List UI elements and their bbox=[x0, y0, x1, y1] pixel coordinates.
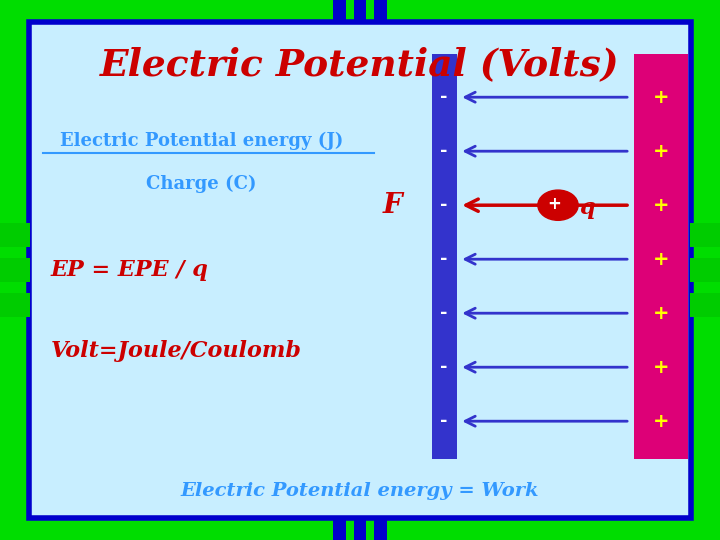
Text: Charge (C): Charge (C) bbox=[146, 174, 257, 193]
Text: q: q bbox=[579, 197, 595, 219]
Text: +: + bbox=[653, 141, 669, 161]
Text: -: - bbox=[441, 304, 448, 322]
Circle shape bbox=[538, 190, 578, 220]
Text: F: F bbox=[382, 192, 402, 219]
Text: +: + bbox=[653, 195, 669, 215]
Bar bbox=[690, 258, 720, 282]
Bar bbox=[0, 258, 30, 282]
Bar bbox=[690, 223, 720, 247]
Bar bbox=[374, 0, 387, 24]
Text: -: - bbox=[441, 358, 448, 376]
Text: -: - bbox=[441, 196, 448, 214]
Text: +: + bbox=[653, 87, 669, 107]
Bar bbox=[333, 516, 346, 540]
Text: -: - bbox=[441, 88, 448, 106]
Bar bbox=[333, 0, 346, 24]
Text: -: - bbox=[441, 412, 448, 430]
Bar bbox=[432, 54, 457, 459]
Bar bbox=[374, 516, 387, 540]
Text: -: - bbox=[441, 250, 448, 268]
Bar bbox=[634, 54, 688, 459]
Text: Volt=Joule/Coulomb: Volt=Joule/Coulomb bbox=[50, 340, 301, 362]
Bar bbox=[690, 293, 720, 317]
Text: EP = EPE / q: EP = EPE / q bbox=[50, 259, 208, 281]
Text: +: + bbox=[547, 194, 562, 213]
Text: Electric Potential energy = Work: Electric Potential energy = Work bbox=[181, 482, 539, 501]
Text: +: + bbox=[653, 303, 669, 323]
Bar bbox=[354, 516, 366, 540]
Text: +: + bbox=[653, 411, 669, 431]
Bar bbox=[354, 0, 366, 24]
Text: -: - bbox=[441, 142, 448, 160]
Text: +: + bbox=[653, 357, 669, 377]
Text: +: + bbox=[653, 249, 669, 269]
Text: Electric Potential energy (J): Electric Potential energy (J) bbox=[60, 131, 343, 150]
Text: Electric Potential (Volts): Electric Potential (Volts) bbox=[100, 46, 620, 83]
Bar bbox=[0, 293, 30, 317]
Bar bbox=[0, 223, 30, 247]
